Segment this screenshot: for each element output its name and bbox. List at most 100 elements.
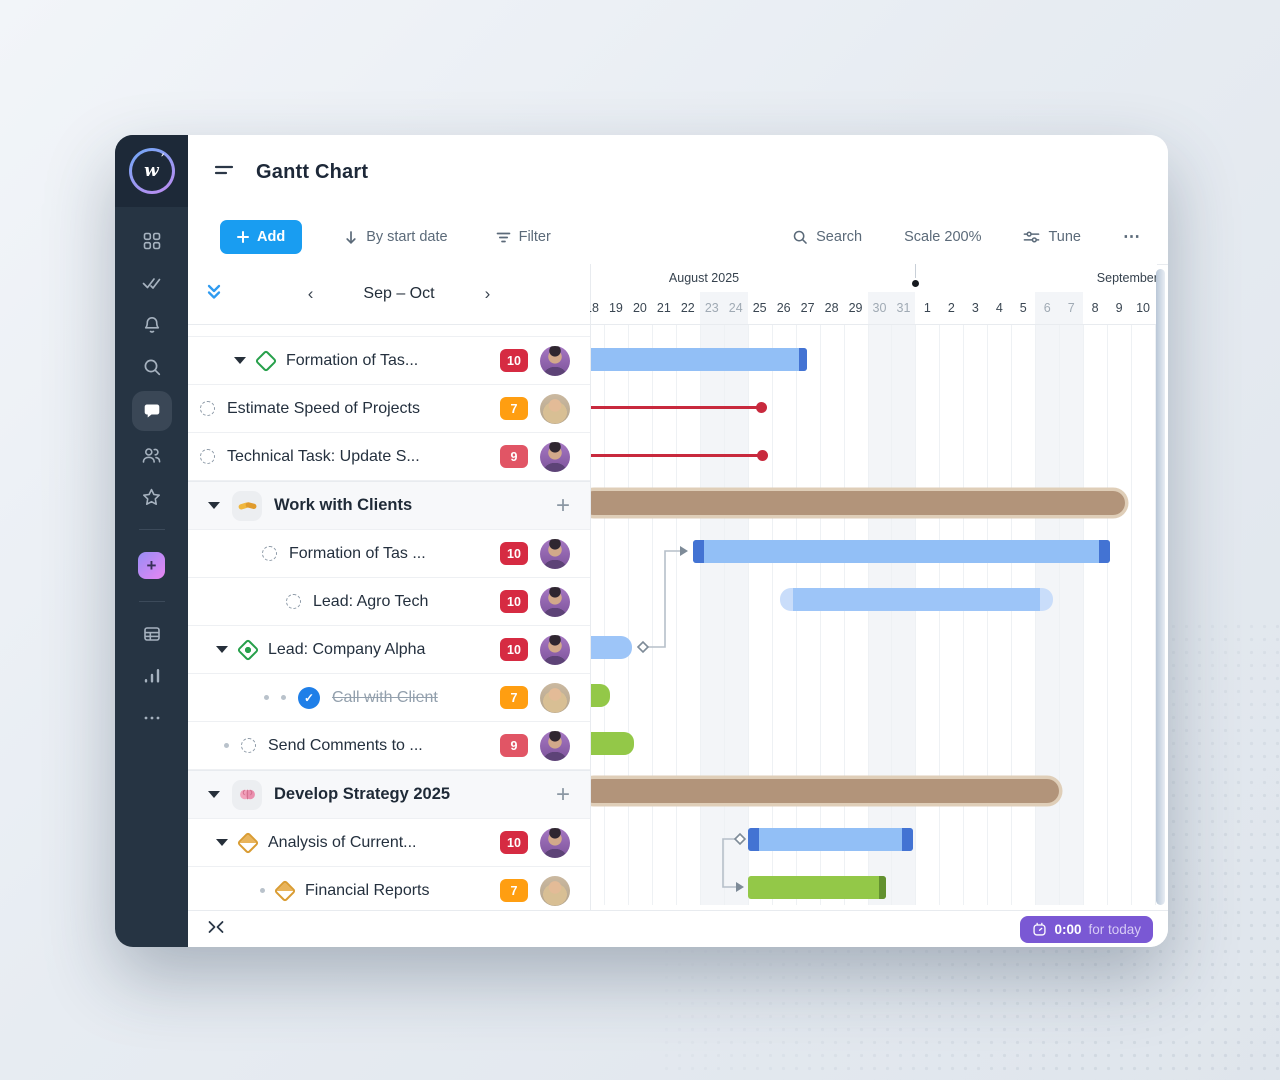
task-title: Call with Client bbox=[332, 688, 438, 706]
day-gridline bbox=[1011, 325, 1013, 905]
app-logo[interactable]: w’ bbox=[129, 148, 175, 194]
expand-caret-icon[interactable] bbox=[216, 646, 228, 653]
collapse-panel-icon[interactable] bbox=[207, 918, 225, 941]
assignee-avatar bbox=[540, 682, 570, 713]
task-title: Lead: Agro Tech bbox=[313, 592, 429, 610]
gantt-bar[interactable] bbox=[780, 587, 1053, 611]
notifications-bell-icon[interactable] bbox=[142, 315, 162, 335]
search-icon[interactable] bbox=[142, 357, 162, 377]
priority-diamond-green-icon[interactable] bbox=[254, 349, 278, 372]
task-row[interactable]: Technical Task: Update S... 9 bbox=[188, 433, 590, 481]
filter-button[interactable]: Filter bbox=[490, 228, 557, 246]
task-title: Send Comments to ... bbox=[268, 736, 423, 754]
day-gridline bbox=[699, 325, 701, 905]
status-open-icon[interactable] bbox=[262, 546, 277, 561]
task-row[interactable]: Send Comments to ... 9 bbox=[188, 722, 590, 770]
reports-chart-icon[interactable] bbox=[142, 666, 162, 686]
group-add-button[interactable]: + bbox=[555, 780, 570, 808]
group-row[interactable]: Work with Clients + bbox=[188, 481, 590, 530]
gantt-bar[interactable] bbox=[590, 683, 610, 707]
month-boundary-line bbox=[915, 264, 916, 278]
day-gridline bbox=[1035, 325, 1037, 905]
task-row[interactable]: Formation of Tas... 10 bbox=[188, 337, 590, 385]
priority-diamond-clock-icon[interactable] bbox=[236, 638, 260, 661]
task-title: Formation of Tas ... bbox=[289, 544, 426, 562]
group-title: Work with Clients bbox=[274, 496, 413, 514]
menu-icon[interactable] bbox=[214, 162, 234, 183]
task-count-badge: 10 bbox=[500, 831, 528, 854]
title-bar: Gantt Chart bbox=[188, 135, 1168, 210]
status-open-icon[interactable] bbox=[286, 594, 301, 609]
task-row[interactable]: Formation of Tas ... 10 bbox=[188, 530, 590, 578]
group-row[interactable]: Develop Strategy 2025 + bbox=[188, 770, 590, 819]
group-add-button[interactable]: + bbox=[555, 491, 570, 519]
expand-all-icon[interactable] bbox=[204, 282, 224, 307]
gantt-bar[interactable] bbox=[693, 539, 1110, 563]
more-options-icon[interactable] bbox=[142, 708, 162, 728]
gantt-bar[interactable] bbox=[590, 635, 632, 659]
expand-caret-icon[interactable] bbox=[234, 357, 246, 364]
today-marker-dot bbox=[911, 280, 919, 287]
day-label: 9 bbox=[1115, 301, 1123, 315]
expand-caret-icon[interactable] bbox=[208, 502, 220, 509]
day-label: 25 bbox=[752, 301, 767, 315]
range-next-button[interactable]: › bbox=[479, 283, 497, 305]
expand-caret-icon[interactable] bbox=[208, 791, 220, 798]
completed-check-icon[interactable]: ✓ bbox=[298, 686, 320, 709]
scale-button[interactable]: Scale 200% bbox=[898, 228, 987, 246]
day-label: 28 bbox=[824, 301, 839, 315]
sidebar-divider bbox=[138, 601, 165, 602]
day-gridline bbox=[963, 325, 965, 905]
day-gridline bbox=[939, 325, 941, 905]
day-row-border bbox=[590, 324, 1157, 325]
status-open-icon[interactable] bbox=[200, 401, 215, 416]
search-button[interactable]: Search bbox=[786, 228, 868, 246]
gantt-bar[interactable] bbox=[748, 827, 913, 851]
gantt-bar[interactable] bbox=[590, 731, 634, 755]
chat-icon[interactable] bbox=[131, 391, 172, 431]
assignee-avatar bbox=[540, 730, 570, 761]
time-value: 0:00 bbox=[1054, 921, 1082, 937]
deadline-dot[interactable] bbox=[757, 449, 768, 461]
gantt-summary-bar[interactable] bbox=[590, 490, 1125, 515]
range-prev-button[interactable]: ‹ bbox=[302, 283, 320, 305]
tasks-check-icon[interactable] bbox=[141, 273, 162, 293]
expand-caret-icon[interactable] bbox=[216, 839, 228, 846]
add-button[interactable]: Add bbox=[220, 220, 303, 254]
dependency-connectors bbox=[636, 546, 747, 892]
dependency-diamond[interactable] bbox=[636, 640, 650, 654]
tune-button[interactable]: Tune bbox=[1017, 228, 1087, 246]
vertical-scrollbar[interactable] bbox=[1156, 269, 1165, 905]
sort-button[interactable]: By start date bbox=[338, 228, 453, 246]
task-row[interactable]: Analysis of Current... 10 bbox=[188, 819, 590, 867]
time-tracker-badge[interactable]: 0:00 for today bbox=[1020, 915, 1153, 943]
bar-progress-cap bbox=[879, 875, 886, 899]
dependency-diamond[interactable] bbox=[733, 832, 747, 846]
dashboard-grid-icon[interactable] bbox=[142, 231, 162, 251]
task-row[interactable]: Estimate Speed of Projects 7 bbox=[188, 385, 590, 433]
task-count-badge: 10 bbox=[500, 638, 528, 661]
add-project-button[interactable]: + bbox=[138, 552, 165, 579]
assignee-avatar bbox=[540, 875, 570, 906]
toolbar-more-button[interactable]: ⋯ bbox=[1117, 226, 1148, 248]
priority-diamond-orange-icon[interactable] bbox=[273, 879, 297, 902]
day-label: 18 bbox=[590, 301, 599, 315]
task-row[interactable]: Financial Reports 7 bbox=[188, 867, 590, 915]
status-open-icon[interactable] bbox=[241, 738, 256, 753]
deadline-dot[interactable] bbox=[756, 401, 767, 413]
task-row[interactable]: ✓ Call with Client 7 bbox=[188, 674, 590, 722]
priority-diamond-orange-icon[interactable] bbox=[236, 831, 260, 854]
day-label: 21 bbox=[656, 301, 671, 315]
dependency-arrow bbox=[736, 882, 744, 892]
gantt-summary-bar[interactable] bbox=[590, 778, 1059, 803]
subtask-dot bbox=[260, 888, 265, 893]
table-view-icon[interactable] bbox=[142, 624, 162, 644]
task-row[interactable]: Lead: Agro Tech 10 bbox=[188, 578, 590, 626]
assignee-avatar bbox=[540, 827, 570, 858]
status-open-icon[interactable] bbox=[200, 449, 215, 464]
star-icon[interactable] bbox=[141, 487, 162, 507]
users-icon[interactable] bbox=[141, 445, 162, 465]
gantt-bar[interactable] bbox=[748, 875, 886, 899]
task-row[interactable]: Lead: Company Alpha 10 bbox=[188, 626, 590, 674]
gantt-bar[interactable] bbox=[590, 347, 807, 371]
